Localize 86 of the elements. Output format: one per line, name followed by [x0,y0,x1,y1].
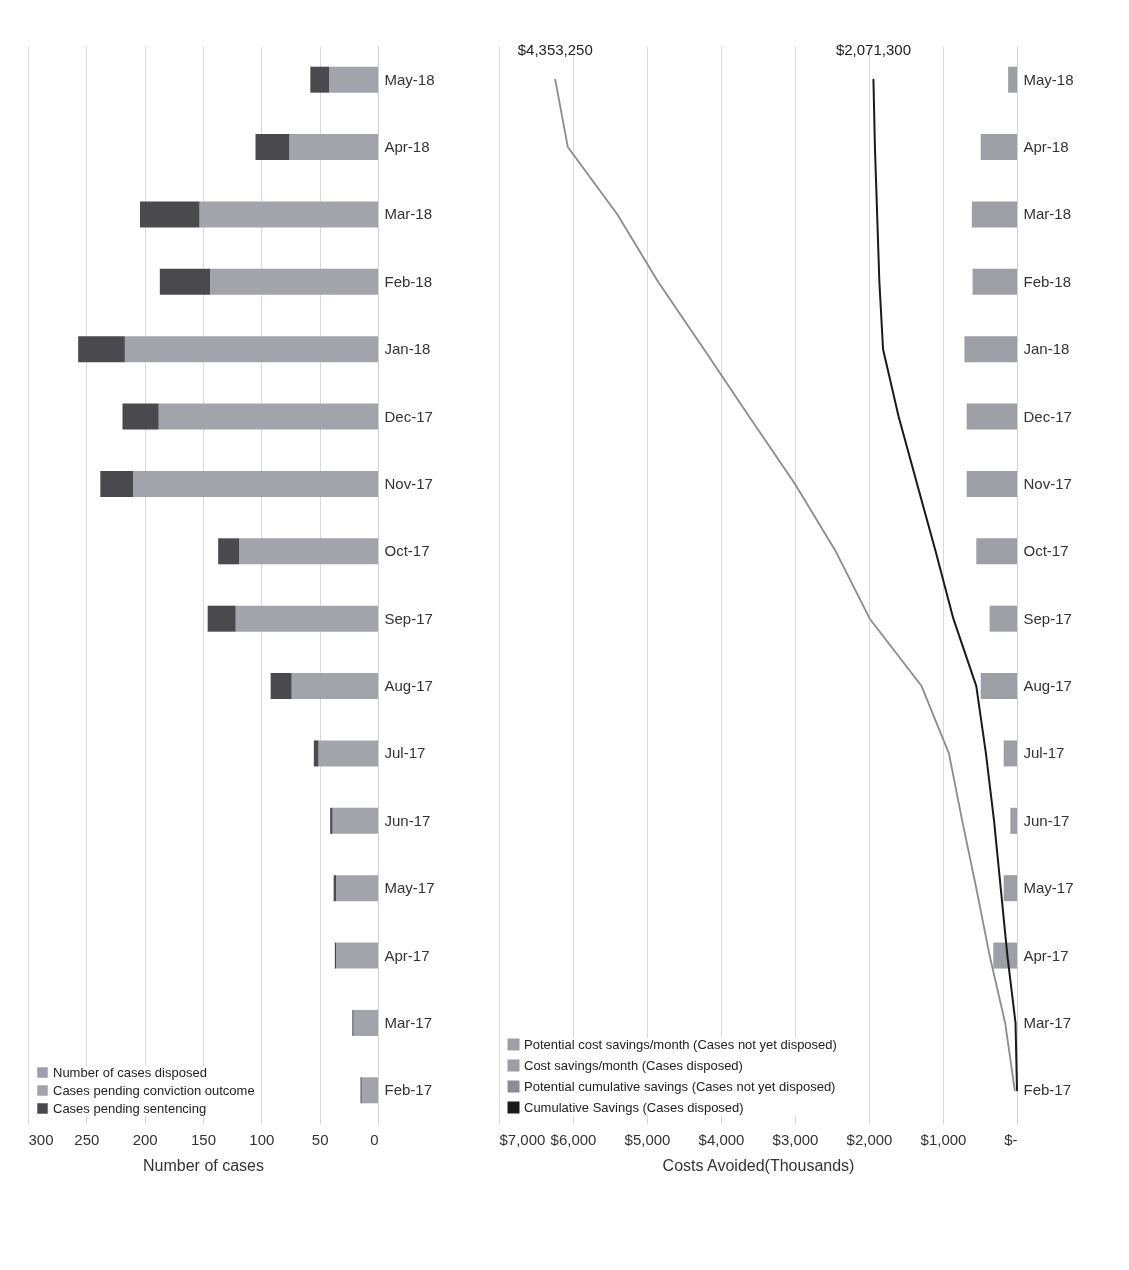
bar [313,740,319,767]
y-tick-label: May-18 [384,70,435,88]
x-tick-label: $5,000 [624,1130,671,1148]
x-tick-label: 300 [28,1130,54,1148]
x-tick-label: 250 [74,1130,100,1148]
x-tick-label: 150 [190,1130,217,1148]
bar [336,875,378,902]
x-tick-label: 200 [132,1130,158,1148]
x-axis-title: Costs Avoided(Thousands) [662,1156,855,1174]
y-tick-label: Sep-17 [1023,609,1072,627]
bar [140,201,200,228]
x-tick-label: 50 [311,1130,329,1148]
annotation: $4,353,250 [517,40,593,58]
y-tick-label: Nov-17 [384,474,433,492]
x-tick-label: $6,000 [550,1130,597,1148]
bar [133,470,378,497]
y-tick-label: Jan-18 [384,340,431,358]
bar [310,66,329,93]
bar [235,605,378,632]
y-tick-label: Feb-18 [1023,272,1072,290]
legend-label: Number of cases disposed [53,1064,207,1080]
y-tick-label: Dec-17 [1023,407,1072,425]
bar [330,807,333,834]
y-tick-label: Apr-17 [1023,946,1069,964]
bar [336,942,378,969]
y-tick-label: Mar-17 [1023,1013,1072,1031]
x-axis-title: Number of cases [143,1156,264,1174]
bar [239,538,378,565]
bar [78,336,125,363]
x-tick-label: $1,000 [920,1130,967,1148]
y-tick-label: Nov-17 [1023,474,1072,492]
x-tick-label: 0 [370,1130,379,1148]
bar [210,268,378,295]
bar [353,1009,378,1036]
y-tick-label: Mar-17 [384,1013,433,1031]
bar [332,807,378,834]
bar [100,470,133,497]
bar [122,403,159,430]
y-tick-label: Oct-17 [384,542,430,560]
legend-label: Cumulative Savings (Cases disposed) [524,1099,744,1115]
y-tick-label: Jul-17 [384,744,426,762]
y-tick-label: Sep-17 [384,609,433,627]
bar [158,403,378,430]
bar [199,201,378,228]
y-tick-label: Feb-17 [1023,1081,1072,1099]
x-tick-label: 100 [249,1130,275,1148]
y-tick-label: May-17 [384,879,435,897]
bar [329,66,378,93]
y-tick-label: May-18 [1023,70,1074,88]
bar [255,134,290,161]
y-tick-label: Mar-18 [1023,205,1072,223]
annotation: $2,071,300 [835,40,911,58]
y-tick-label: Aug-17 [384,677,433,695]
legend-label: Cases pending sentencing [53,1100,207,1116]
y-tick-label: May-17 [1023,879,1074,897]
y-tick-label: Feb-18 [384,272,433,290]
x-tick-label: $3,000 [772,1130,819,1148]
x-tick-label: $4,000 [698,1130,745,1148]
y-tick-label: Mar-18 [384,205,433,223]
y-tick-label: Jun-17 [1023,811,1070,829]
y-tick-label: Feb-17 [384,1081,433,1099]
legend-label: Cases pending conviction outcome [53,1082,255,1098]
legend-label: Cost savings/month (Cases disposed) [524,1057,743,1073]
x-tick-label: $2,000 [846,1130,893,1148]
legend-label: Potential cumulative savings (Cases not yet disposed) [524,1078,836,1094]
x-tick-label: $- [1004,1130,1018,1148]
bar [207,605,236,632]
y-tick-label: Apr-17 [384,946,430,964]
y-tick-label: Jan-18 [1023,340,1070,358]
x-tick-label: $7,000 [499,1130,546,1148]
y-tick-label: Oct-17 [1023,542,1069,560]
y-tick-label: Aug-17 [1023,677,1072,695]
y-tick-label: Jun-17 [384,811,431,829]
bar [124,336,378,363]
bar [159,268,210,295]
y-tick-label: Jul-17 [1023,744,1065,762]
bar [318,740,378,767]
bar [289,134,378,161]
bar [218,538,240,565]
y-tick-label: Apr-18 [384,138,430,156]
y-tick-label: Apr-18 [1023,138,1069,156]
bar [270,673,292,700]
legend-label: Potential cost savings/month (Cases not yet disposed) [524,1036,837,1052]
bar [291,673,378,700]
y-tick-label: Dec-17 [384,407,433,425]
bar [361,1077,378,1104]
